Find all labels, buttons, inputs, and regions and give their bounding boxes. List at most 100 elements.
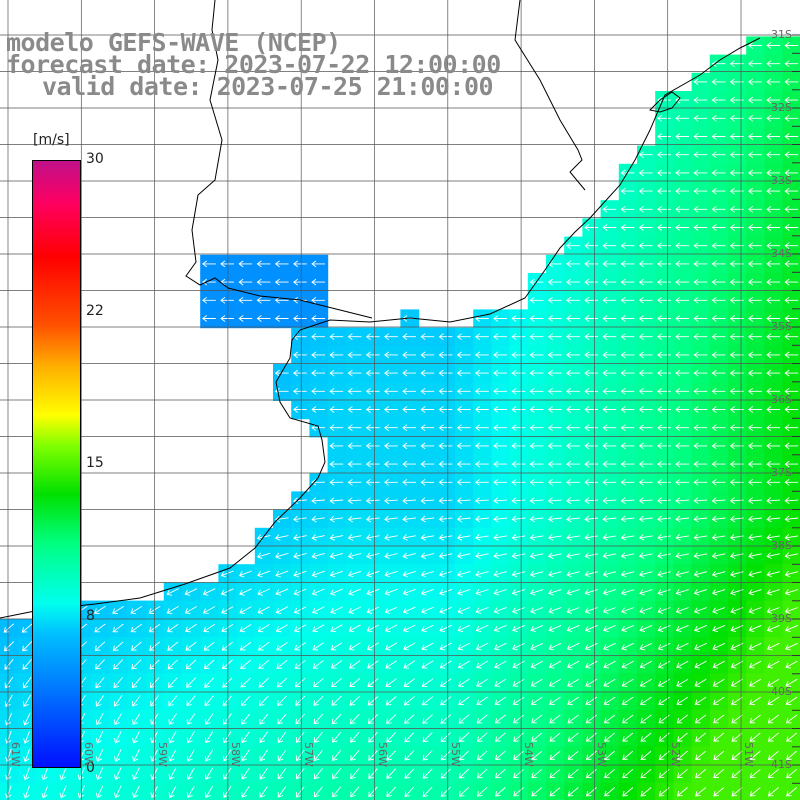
wind-arrow [620,296,635,304]
wind-arrow [277,695,287,706]
wind-arrow [693,96,708,104]
wind-arrow [511,478,526,486]
wind-arrow [311,387,325,395]
wind-arrow [402,534,416,541]
wind-arrow [349,678,361,688]
wind-arrow [675,114,689,122]
wind-arrow [530,607,544,614]
wind-arrow [475,424,489,432]
wind-arrow [547,515,562,523]
wind-arrow [186,695,196,707]
wind-arrow [365,333,380,341]
latitude-label: 33S [771,174,792,187]
wind-arrow [276,659,288,669]
wind-arrow [420,442,435,450]
wind-arrow [749,768,761,779]
wind-arrow [657,607,671,614]
wind-arrow [332,768,342,780]
wind-arrow [493,570,507,578]
wind-arrow [766,187,780,195]
wind-arrow [347,406,362,413]
wind-arrow [311,333,325,341]
wind-arrow [257,588,270,596]
latitude-label: 38S [771,539,792,552]
wind-arrow [711,406,726,413]
wind-arrow [493,442,507,450]
wind-arrow [384,534,398,541]
wind-arrow [457,642,471,651]
wind-arrow [384,497,398,505]
wind-arrow [529,552,544,559]
wind-arrow [749,678,762,687]
wind-arrow [639,570,653,578]
wind-arrow [529,369,544,377]
wind-arrow [475,606,489,614]
wind-arrow [675,460,689,468]
longitude-label: 60W [82,742,96,767]
wind-arrow [766,205,780,213]
wind-arrow [766,406,780,413]
wind-arrow [512,642,525,651]
wind-arrow [440,714,452,724]
wind-arrow [784,442,799,450]
wind-arrow [403,678,415,687]
wind-arrow [493,333,507,341]
wind-arrow [640,696,652,706]
wind-arrow [675,406,689,413]
wind-arrow [456,478,471,486]
wind-arrow [314,731,323,743]
wind-arrow [693,242,708,250]
wind-arrow [350,768,360,780]
wind-arrow [493,497,508,504]
wind-arrow [748,78,762,86]
wind-arrow [475,478,489,486]
wind-arrow [439,606,453,614]
wind-arrow [438,387,453,395]
river-plate-north [227,287,373,319]
longitude-label: 59W [155,742,169,767]
wind-arrow [311,278,325,286]
wind-arrow [132,713,141,726]
wind-arrow [457,552,471,560]
wind-arrow [241,749,250,762]
wind-arrow [329,387,344,395]
latitude-label: 36S [771,393,792,406]
wind-arrow [749,750,761,760]
wind-arrow [675,205,689,213]
wind-arrow [547,460,562,468]
wind-arrow [620,406,635,413]
wind-arrow [293,534,307,541]
wind-arrow [440,786,451,797]
wind-arrow [456,534,471,541]
wind-arrow [712,642,725,651]
wind-arrow [638,387,653,395]
wind-arrow [549,768,561,779]
wind-arrow [640,750,652,760]
wind-arrow [438,424,453,432]
wind-arrow [638,497,653,504]
wind-arrow [604,787,615,797]
wind-arrow [767,732,779,742]
wind-arrow [785,714,798,724]
wind-arrow [566,515,580,523]
wind-arrow [511,460,526,468]
wind-arrow [511,607,525,614]
wind-arrow [95,659,105,670]
wind-arrow [420,478,435,486]
wind-arrow [222,695,233,707]
colorbar [32,160,81,768]
longitude-label: 56W [375,742,389,767]
wind-arrow [693,205,708,213]
wind-arrow [657,133,671,140]
wind-arrow [204,749,214,762]
wind-arrow [657,387,671,395]
wind-arrow [186,713,196,725]
wind-arrow [749,787,761,797]
wind-arrow [439,660,452,669]
wind-arrow [729,406,744,413]
wind-arrow [402,369,416,377]
wind-arrow [729,224,744,231]
wind-arrow [440,732,451,743]
wind-arrow [332,731,342,743]
wind-arrow [493,589,507,596]
